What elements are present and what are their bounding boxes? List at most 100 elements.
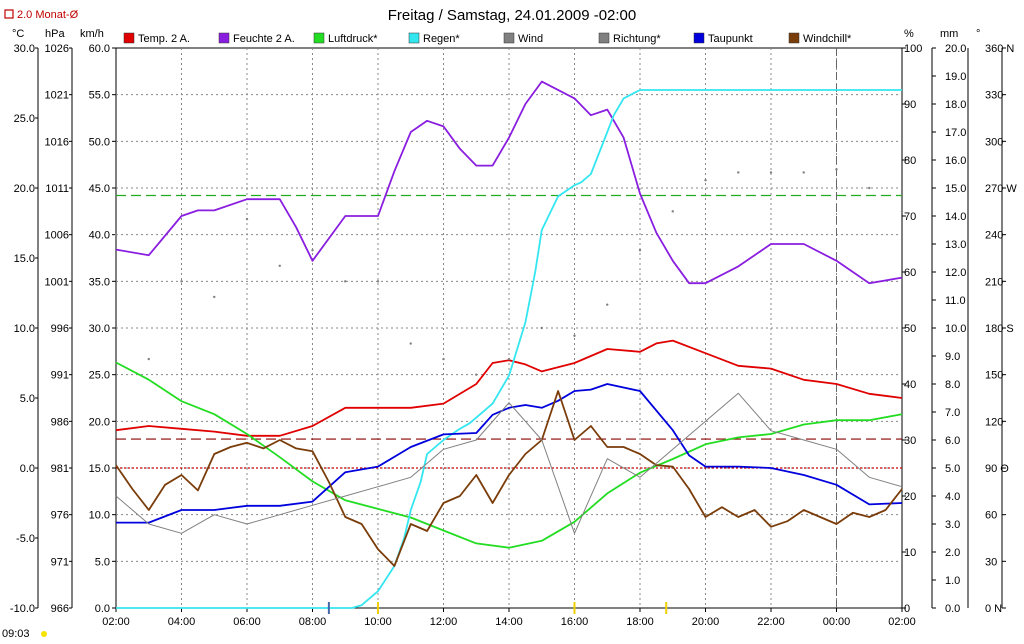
rain-tick-label: 15.0	[945, 183, 966, 195]
direction-point	[245, 217, 249, 221]
x-tick-label: 06:00	[233, 616, 261, 628]
sun-marker-icon	[41, 631, 47, 637]
series-line-taupunkt	[116, 383, 903, 524]
direction-point	[573, 334, 576, 337]
x-tick-label: 16:00	[561, 616, 589, 628]
direction-point	[475, 373, 478, 376]
rain-tick-label: 17.0	[945, 127, 966, 139]
series-line-temp-2-a	[115, 339, 903, 437]
x-tick-label: 22:00	[757, 616, 785, 628]
unit-temp: °C	[12, 28, 24, 40]
direction-point	[114, 233, 118, 236]
direction-tick-label: 210	[985, 276, 1003, 288]
wind-tick-label: 30.0	[89, 323, 110, 335]
humidity-tick-label: 80	[904, 155, 916, 167]
x-tick-label: 08:00	[299, 616, 327, 628]
pressure-tick-label: 966	[51, 603, 69, 615]
series-line-luftdruck	[115, 361, 903, 549]
pressure-tick-label: 991	[51, 370, 69, 382]
direction-point	[376, 280, 380, 283]
direction-point	[704, 179, 707, 182]
direction-point	[278, 264, 281, 267]
direction-point	[606, 303, 609, 306]
humidity-tick-label: 60	[904, 267, 916, 279]
series-line-feuchte-2-a	[115, 80, 903, 285]
rain-tick-label: 7.0	[945, 407, 960, 419]
wind-tick-label: 10.0	[89, 510, 110, 522]
legend-label: Taupunkt	[708, 33, 753, 45]
wind-tick-label: 25.0	[89, 370, 110, 382]
grid-lines	[116, 48, 902, 608]
x-tick-label: 02:00	[102, 616, 130, 628]
x-tick-label: 14:00	[495, 616, 523, 628]
axes: 02:00 04:00 06:00 08:00 10:00 12:00 14:00 16:00…	[10, 43, 1017, 628]
direction-point	[900, 210, 904, 213]
unit-deg: °	[976, 28, 980, 40]
rain-tick-label: 9.0	[945, 351, 960, 363]
rain-tick-label: 10.0	[945, 323, 966, 335]
pressure-tick-label: 1001	[45, 276, 69, 288]
x-tick-label: 00:00	[823, 616, 851, 628]
humidity-tick-label: 100	[904, 43, 922, 55]
direction-point	[671, 210, 674, 213]
pressure-tick-label: 1016	[45, 136, 69, 148]
legend-swatch	[218, 32, 230, 44]
legend-label: Windchill*	[803, 33, 852, 45]
wind-tick-label: 35.0	[89, 276, 110, 288]
temp-tick-label: 5.0	[20, 393, 35, 405]
legend-label: Luftdruck*	[328, 33, 378, 45]
pressure-tick-label: 976	[51, 510, 69, 522]
x-tick-label: 10:00	[364, 616, 392, 628]
temp-tick-label: 20.0	[14, 183, 35, 195]
temp-tick-label: 10.0	[14, 323, 35, 335]
humidity-tick-label: 40	[904, 379, 916, 391]
reference-lines	[116, 48, 902, 608]
direction-point	[868, 186, 871, 190]
temp-tick-label: 0.0	[20, 463, 35, 475]
legend-swatch	[598, 32, 610, 44]
wind-tick-label: 55.0	[89, 90, 110, 102]
series-line-wind	[115, 392, 903, 534]
wind-tick-label: 40.0	[89, 230, 110, 242]
legend-label: Temp. 2 A.	[138, 33, 190, 45]
time-label: 09:03	[2, 628, 30, 640]
humidity-tick-label: 20	[904, 491, 916, 503]
rain-tick-label: 14.0	[945, 211, 966, 223]
series-line-windchill	[115, 390, 903, 567]
rain-tick-label: 1.0	[945, 575, 960, 587]
legend-swatch	[313, 32, 325, 44]
chart-title: Freitag / Samstag, 24.01.2009 -02:00	[388, 7, 637, 24]
unit-pressure: hPa	[45, 28, 65, 40]
direction-tick-label: 150	[985, 370, 1003, 382]
direction-point	[507, 357, 511, 361]
rain-tick-label: 5.0	[945, 463, 960, 475]
humidity-tick-label: 50	[904, 323, 916, 335]
temp-tick-label: 25.0	[14, 113, 35, 125]
wind-tick-label: 20.0	[89, 416, 110, 428]
legend-swatch	[693, 32, 705, 44]
x-tick-label: 18:00	[626, 616, 654, 628]
direction-point	[409, 342, 412, 345]
temp-tick-label: 15.0	[14, 253, 35, 265]
temp-tick-label: -10.0	[10, 603, 35, 615]
time-markers	[327, 602, 668, 614]
rain-tick-label: 11.0	[945, 295, 966, 307]
rain-tick-label: 2.0	[945, 547, 960, 559]
direction-point	[638, 249, 642, 252]
legend-label: Wind	[518, 33, 543, 45]
direction-point	[835, 168, 838, 171]
direction-tick-label: 90 O	[985, 463, 1009, 475]
direction-point	[769, 171, 773, 174]
direction-point	[737, 171, 740, 174]
direction-tick-label: 30	[985, 556, 997, 568]
x-tick-label: 02:00	[888, 616, 916, 628]
direction-tick-label: 300	[985, 136, 1003, 148]
pressure-tick-label: 1011	[45, 183, 69, 195]
wind-tick-label: 0.0	[95, 603, 110, 615]
rain-tick-label: 0.0	[945, 603, 960, 615]
unit-rain: mm	[940, 28, 958, 40]
rain-tick-label: 16.0	[945, 155, 966, 167]
legend-swatch	[408, 32, 420, 44]
direction-tick-label: 360 N	[985, 43, 1014, 55]
pressure-tick-label: 1006	[45, 230, 69, 242]
